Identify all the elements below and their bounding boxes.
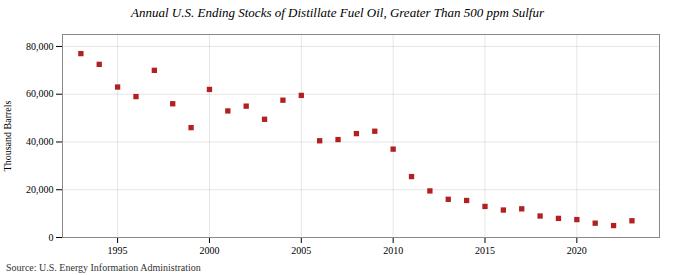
svg-text:80,000: 80,000 xyxy=(26,41,54,52)
html-text:Source: U.S. Energy Informatio: Source: U.S. Energy Information Administ… xyxy=(6,262,201,273)
svg-text:2000: 2000 xyxy=(199,245,219,256)
svg-text:1995: 1995 xyxy=(108,245,128,256)
html-text:Annual U.S. Ending Stocks of D: Annual U.S. Ending Stocks of Distillate … xyxy=(131,5,544,20)
svg-text:2020: 2020 xyxy=(567,245,587,256)
svg-text:2010: 2010 xyxy=(383,245,403,256)
svg-text:40,000: 40,000 xyxy=(26,136,54,147)
svg-text:2005: 2005 xyxy=(291,245,311,256)
svg-text:0: 0 xyxy=(49,232,54,243)
svg-text:Thousand Barrels: Thousand Barrels xyxy=(2,100,13,171)
svg-text:2015: 2015 xyxy=(475,245,495,256)
svg-text:20,000: 20,000 xyxy=(26,184,54,195)
svg-text:60,000: 60,000 xyxy=(26,88,54,99)
